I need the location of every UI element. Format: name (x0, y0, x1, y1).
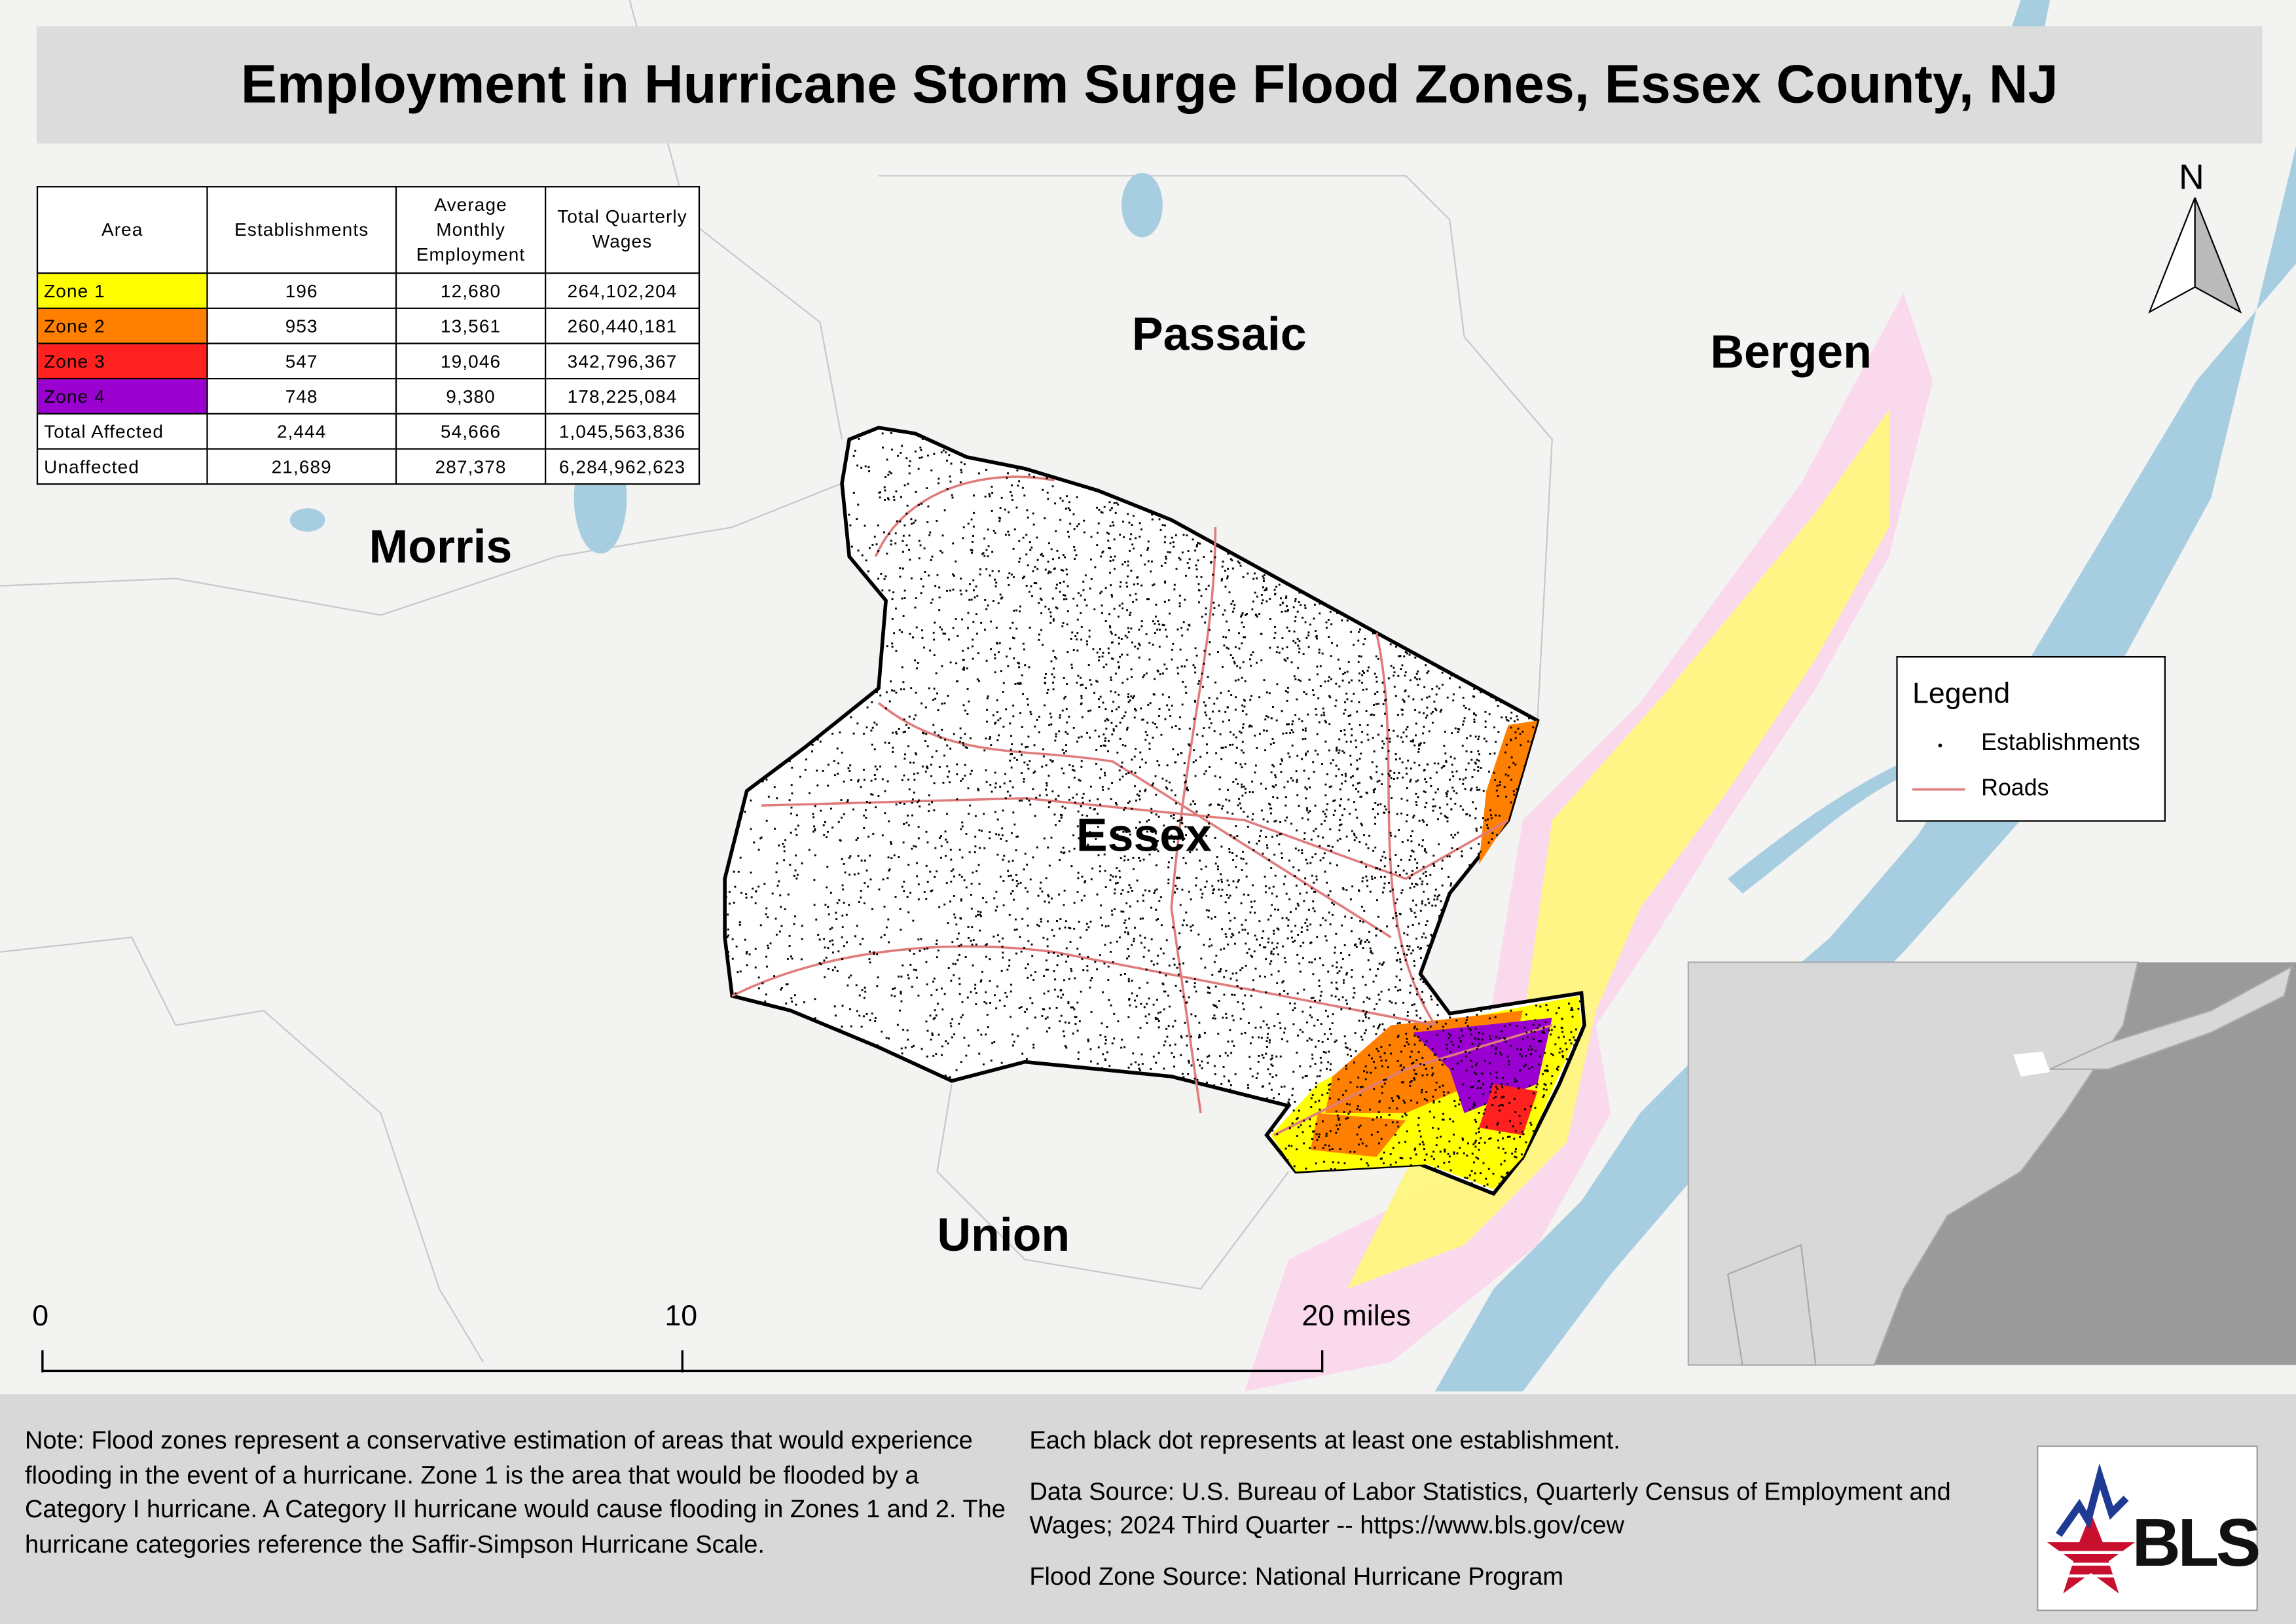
table-cell: 547 (206, 342, 397, 380)
table-cell: 260,440,181 (545, 307, 701, 344)
logo-star (2047, 1463, 2135, 1594)
table-cell: 12,680 (395, 272, 547, 309)
source-line: Each black dot represents at least one e… (1029, 1426, 1620, 1454)
table-cell: Zone 2 (36, 307, 208, 344)
source-line: Flood Zone Source: National Hurricane Pr… (1029, 1562, 1564, 1590)
table-cell: 178,225,084 (545, 378, 701, 415)
north-arrow: N (2179, 158, 2204, 198)
table-cell: 19,046 (395, 342, 547, 380)
table-cell: 264,102,204 (545, 272, 701, 309)
statistics-table: Area Establishments Average Monthly Employ… (36, 186, 701, 485)
table-row: Zone 2 953 13,561 260,440,181 (36, 307, 701, 344)
table-cell: 6,284,962,623 (545, 448, 701, 485)
table-header-cell: Establishments (206, 186, 397, 274)
legend-symbols (1912, 743, 1965, 791)
table-cell: Unaffected (36, 448, 208, 485)
table-header-row: Area Establishments Average Monthly Employ… (36, 186, 701, 274)
county-label: Bergen (1710, 325, 1872, 378)
source-line: Data Source: U.S. Bureau of Labor Statis… (1029, 1477, 1951, 1540)
north-arrow-shape (2148, 197, 2242, 314)
table-row: Total Affected 2,444 54,666 1,045,563,836 (36, 413, 701, 450)
table-cell: 2,444 (206, 413, 397, 450)
legend-title: Legend (1912, 678, 2011, 710)
table-row: Unaffected 21,689 287,378 6,284,962,623 (36, 448, 701, 485)
table-cell: 21,689 (206, 448, 397, 485)
establishment-dots (725, 432, 1584, 1187)
scale-label: 20 miles (1302, 1301, 1411, 1333)
table-row: Zone 4 748 9,380 178,225,084 (36, 378, 701, 415)
table-row: Zone 1 196 12,680 264,102,204 (36, 272, 701, 309)
inset-map (1687, 961, 2296, 1366)
roads (731, 475, 1553, 1136)
footer (0, 1394, 2296, 1624)
table-row: Zone 3 547 19,046 342,796,367 (36, 342, 701, 380)
table-header-cell: Average Monthly Employment (395, 186, 547, 274)
county-label: Essex (1076, 808, 1212, 862)
table-cell: Zone 4 (36, 378, 208, 415)
table-header-cell: Area (36, 186, 208, 274)
note: Note: Flood zones represent a conservati… (25, 1426, 1006, 1558)
county-label: Passaic (1131, 307, 1307, 361)
legend: Legend Establishments Roads (1896, 655, 2166, 822)
bls-logo: BLS (2037, 1445, 2261, 1612)
scale-bar (41, 1350, 1324, 1373)
table-cell: 953 (206, 307, 397, 344)
map-title: Employment in Hurricane Storm Surge Floo… (36, 26, 2263, 144)
table-cell: 196 (206, 272, 397, 309)
scale-label: 10 (665, 1301, 698, 1333)
scale-label: 0 (32, 1301, 49, 1333)
table-cell: Zone 3 (36, 342, 208, 380)
table-cell: 1,045,563,836 (545, 413, 701, 450)
logo-text: BLS (2132, 1504, 2261, 1581)
legend-item: Roads (1981, 776, 2049, 802)
table-cell: 287,378 (395, 448, 547, 485)
flood-zone-yellow-regional (1347, 410, 1889, 1289)
table-header-cell: Total Quarterly Wages (545, 186, 701, 274)
table-cell: 13,561 (395, 307, 547, 344)
legend-item: Establishments (1981, 731, 2140, 756)
table-cell: Total Affected (36, 413, 208, 450)
table-cell: 342,796,367 (545, 342, 701, 380)
table-cell: Zone 1 (36, 272, 208, 309)
county-label: Union (937, 1208, 1070, 1261)
county-label: Morris (369, 519, 513, 573)
sources: Each black dot represents at least one e… (1029, 1424, 2025, 1610)
table-cell: 54,666 (395, 413, 547, 450)
table-cell: 748 (206, 378, 397, 415)
table-cell: 9,380 (395, 378, 547, 415)
